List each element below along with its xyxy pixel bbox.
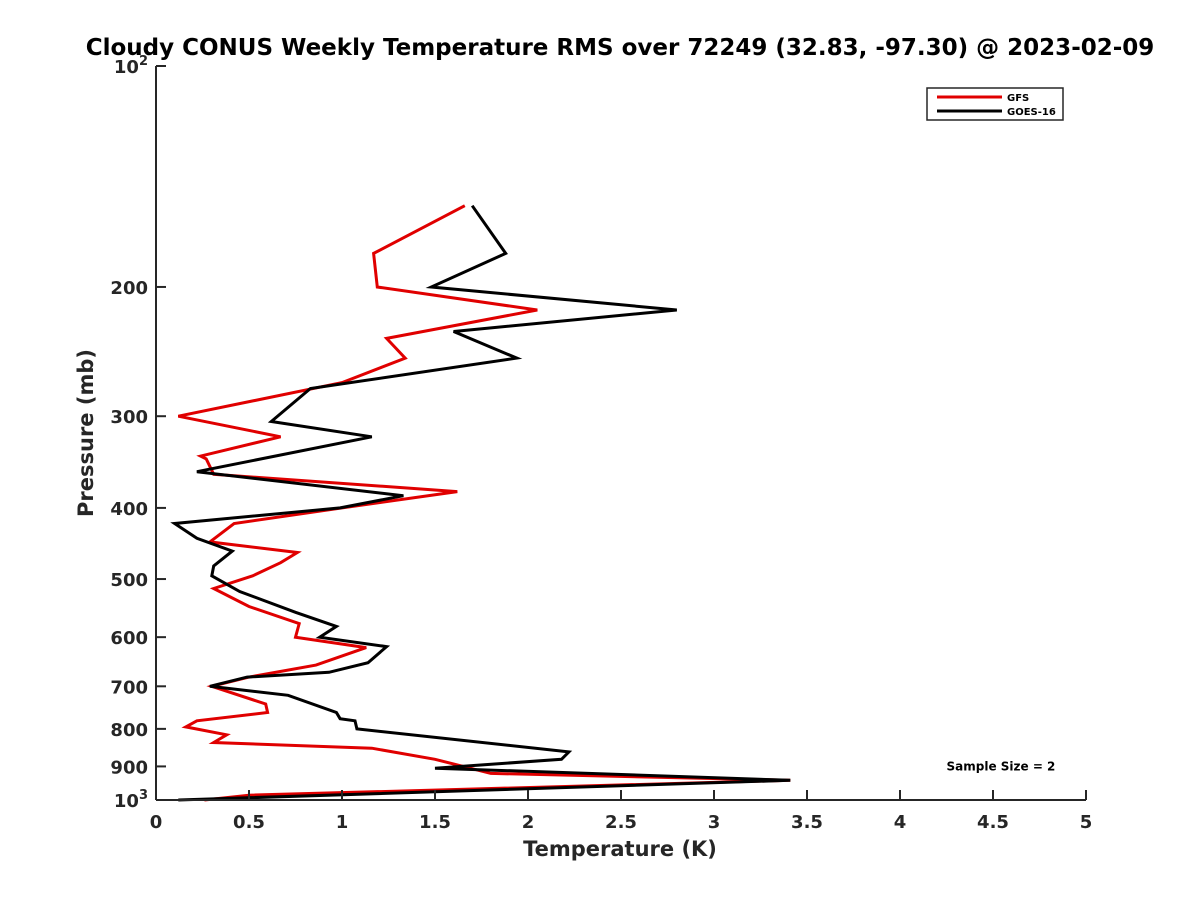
legend: GFS GOES-16	[926, 87, 1064, 121]
ticks-layer: 0 0.5 1 1.5 2 2.5 3 3.5 4 4.5 5 102 200 300 400 500 600 7…	[110, 54, 1092, 833]
x-tick-label: 4	[894, 812, 907, 833]
legend-box	[926, 87, 1064, 121]
x-axis-label: Temperature (K)	[523, 837, 717, 861]
x-tick-label: 0	[150, 812, 163, 833]
series-line-goes-16	[170, 204, 791, 802]
y-tick-label: 300	[110, 407, 148, 428]
x-tick-label: 5	[1080, 812, 1093, 833]
y-tick-label: 600	[110, 628, 148, 649]
x-tick-label: 2	[522, 812, 535, 833]
chart-title: Cloudy CONUS Weekly Temperature RMS over…	[86, 35, 1155, 61]
x-tick-label: 3.5	[791, 812, 823, 833]
x-tick-label: 4.5	[977, 812, 1009, 833]
legend-label-goes-16: GOES-16	[1007, 107, 1056, 118]
x-tick-label: 2.5	[605, 812, 637, 833]
y-axis-label: Pressure (mb)	[74, 349, 98, 517]
sample-size-annotation: Sample Size = 2	[947, 759, 1056, 773]
series-layer	[170, 204, 791, 802]
x-tick-label: 3	[708, 812, 721, 833]
x-tick-label: 1	[336, 812, 349, 833]
legend-label-gfs: GFS	[1007, 93, 1029, 104]
y-tick-label: 102	[114, 54, 148, 78]
axes-layer	[155, 66, 1086, 801]
annotations-layer: Sample Size = 2	[947, 759, 1056, 773]
x-tick-label: 1.5	[419, 812, 451, 833]
y-tick-label: 800	[110, 720, 148, 741]
y-tick-label: 400	[110, 499, 148, 520]
y-tick-label: 200	[110, 278, 148, 299]
y-tick-label: 103	[114, 788, 148, 812]
y-tick-label: 900	[110, 757, 148, 778]
y-tick-label: 500	[110, 570, 148, 591]
x-tick-label: 0.5	[233, 812, 265, 833]
series-line-gfs	[177, 204, 791, 802]
y-tick-label: 700	[110, 677, 148, 698]
